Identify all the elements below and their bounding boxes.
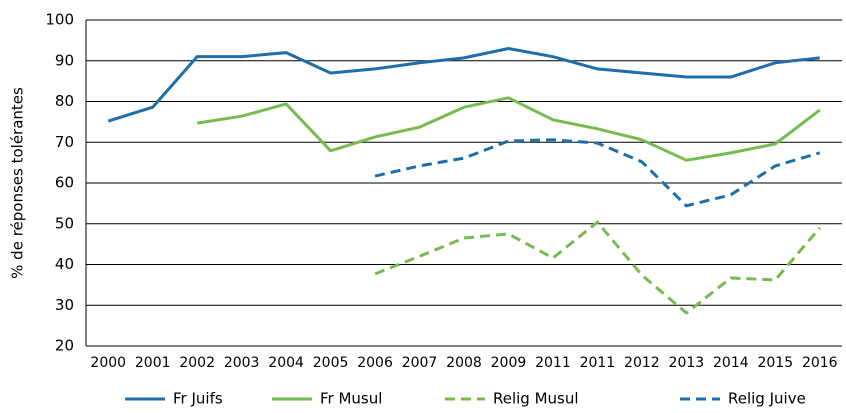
y-tick-label: 40 [55,255,74,273]
legend-label: Fr Musul [320,390,382,408]
y-tick-label: 20 [55,337,74,355]
x-tick-label: 2005 [313,355,349,371]
legend-label: Relig Juive [728,390,806,408]
x-tick-label: 2002 [179,355,215,371]
legend-label: Relig Musul [493,390,579,408]
series-line [374,138,821,208]
x-tick-label: 2008 [446,355,482,371]
x-tick-label: 2004 [268,355,304,371]
x-tick-label: 2000 [90,355,126,371]
x-tick-label: 2014 [713,355,749,371]
x-tick-label: 2011 [535,355,571,371]
series-line [374,220,821,315]
y-tick-label: 60 [55,174,74,192]
x-tick-label: 2006 [357,355,393,371]
y-tick-label: 50 [55,214,74,232]
x-tick-label: 2007 [402,355,438,371]
y-tick-label: 80 [55,92,74,110]
x-tick-label: 2016 [802,355,838,371]
x-tick-label: 2011 [580,355,616,371]
y-tick-label: 90 [55,51,74,69]
x-tick-label: 2001 [135,355,171,371]
series-line [196,96,821,162]
y-tick-label: 70 [55,133,74,151]
legend-label: Fr Juifs [173,390,223,408]
y-axis-label: % de réponses tolérantes [9,87,27,279]
x-tick-label: 2009 [491,355,527,371]
x-tick-label: 2012 [624,355,660,371]
x-tick-label: 2013 [669,355,705,371]
x-tick-label: 2015 [757,355,793,371]
y-tick-label: 30 [55,296,74,314]
y-tick-label: 100 [45,11,74,29]
x-tick-label: 2003 [224,355,260,371]
series-line [107,47,820,123]
